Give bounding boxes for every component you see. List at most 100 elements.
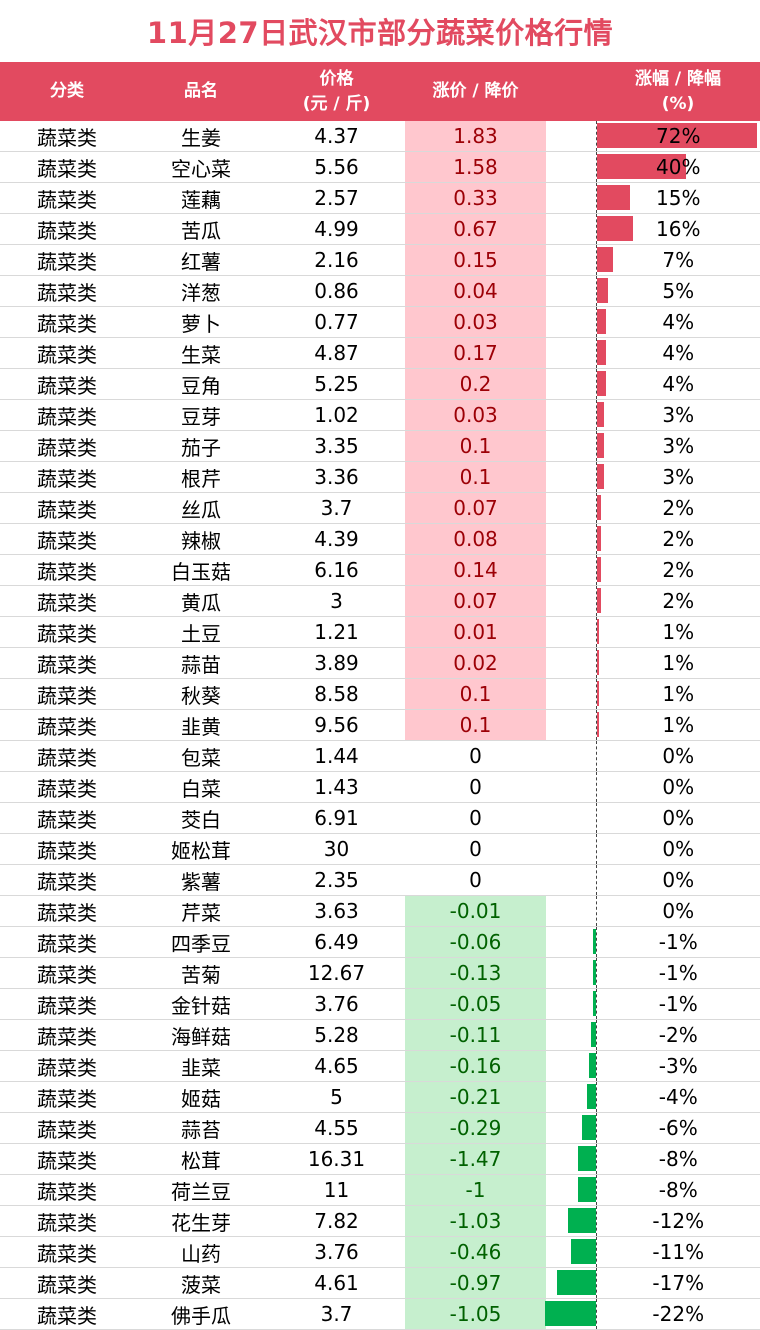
cell-category: 蔬菜类: [0, 585, 134, 617]
percent-bar: [577, 1177, 596, 1202]
cell-gap: [546, 430, 596, 462]
cell-change: -0.05: [405, 988, 546, 1020]
cell-category: 蔬菜类: [0, 647, 134, 679]
cell-name: 白菜: [134, 771, 268, 803]
cell-category: 蔬菜类: [0, 988, 134, 1020]
cell-category: 蔬菜类: [0, 182, 134, 214]
cell-change: 0.1: [405, 709, 546, 741]
cell-gap: [546, 399, 596, 431]
cell-percent: 3%: [595, 430, 760, 462]
cell-gap: [546, 151, 596, 183]
table-row: 蔬菜类 韭黄 9.56 0.1 1%: [0, 709, 760, 741]
cell-percent: 4%: [595, 337, 760, 369]
cell-percent: 1%: [595, 678, 760, 710]
table-row: 蔬菜类 丝瓜 3.7 0.07 2%: [0, 492, 760, 524]
cell-price: 2.57: [268, 182, 405, 214]
percent-label: 4%: [662, 372, 695, 396]
table-row: 蔬菜类 白菜 1.43 0 0%: [0, 771, 760, 803]
table-row: 蔬菜类 佛手瓜 3.7 -1.05 -22%: [0, 1298, 760, 1330]
cell-change: 0.33: [405, 182, 546, 214]
cell-name: 紫薯: [134, 864, 268, 896]
cell-gap: [546, 709, 596, 741]
cell-change: 0.02: [405, 647, 546, 679]
cell-name: 生姜: [134, 121, 268, 152]
percent-label: 0%: [662, 899, 695, 923]
page-title: 11月27日武汉市部分蔬菜价格行情: [146, 16, 614, 50]
cell-gap: [546, 275, 596, 307]
cell-percent: 0%: [595, 895, 760, 927]
percent-bar: [597, 619, 599, 644]
cell-name: 苦菊: [134, 957, 268, 989]
percent-label: 1%: [662, 682, 695, 706]
table-row: 蔬菜类 姬松茸 30 0 0%: [0, 833, 760, 865]
cell-name: 海鲜菇: [134, 1019, 268, 1051]
percent-bar: [577, 1146, 596, 1171]
percent-bar: [592, 991, 596, 1016]
table-row: 蔬菜类 花生芽 7.82 -1.03 -12%: [0, 1205, 760, 1237]
cell-price: 16.31: [268, 1143, 405, 1175]
cell-change: -0.46: [405, 1236, 546, 1268]
table-row: 蔬菜类 姬菇 5 -0.21 -4%: [0, 1081, 760, 1113]
cell-price: 3.76: [268, 988, 405, 1020]
cell-category: 蔬菜类: [0, 121, 134, 152]
table-row: 蔬菜类 根芹 3.36 0.1 3%: [0, 461, 760, 493]
table-row: 蔬菜类 海鲜菇 5.28 -0.11 -2%: [0, 1019, 760, 1051]
percent-label: 4%: [662, 310, 695, 334]
cell-percent: -6%: [595, 1112, 760, 1144]
cell-change: -0.16: [405, 1050, 546, 1082]
percent-bar: [597, 216, 633, 241]
table-row: 蔬菜类 菠菜 4.61 -0.97 -17%: [0, 1267, 760, 1299]
percent-bar: [597, 526, 601, 551]
cell-percent: 5%: [595, 275, 760, 307]
cell-category: 蔬菜类: [0, 430, 134, 462]
cell-price: 5.56: [268, 151, 405, 183]
cell-price: 30: [268, 833, 405, 865]
cell-name: 白玉菇: [134, 554, 268, 586]
cell-category: 蔬菜类: [0, 1236, 134, 1268]
cell-percent: 2%: [595, 523, 760, 555]
cell-change: 0.67: [405, 213, 546, 245]
cell-change: 0.17: [405, 337, 546, 369]
cell-percent: 3%: [595, 399, 760, 431]
cell-percent: 0%: [595, 771, 760, 803]
percent-label: -3%: [658, 1054, 698, 1078]
cell-percent: -11%: [595, 1236, 760, 1268]
cell-change: 0: [405, 833, 546, 865]
percent-label: 3%: [662, 403, 695, 427]
cell-category: 蔬菜类: [0, 740, 134, 772]
cell-category: 蔬菜类: [0, 554, 134, 586]
table-row: 蔬菜类 萝卜 0.77 0.03 4%: [0, 306, 760, 338]
cell-percent: 0%: [595, 864, 760, 896]
table-row: 蔬菜类 辣椒 4.39 0.08 2%: [0, 523, 760, 555]
table-row: 蔬菜类 苦菊 12.67 -0.13 -1%: [0, 957, 760, 989]
percent-bar: [597, 557, 601, 582]
cell-category: 蔬菜类: [0, 616, 134, 648]
cell-percent: 0%: [595, 802, 760, 834]
cell-percent: 1%: [595, 616, 760, 648]
cell-price: 1.02: [268, 399, 405, 431]
table-row: 蔬菜类 洋葱 0.86 0.04 5%: [0, 275, 760, 307]
percent-bar: [588, 1053, 596, 1078]
cell-gap: [544, 1298, 596, 1330]
percent-bar: [597, 371, 606, 396]
cell-change: -0.21: [405, 1081, 546, 1113]
cell-change: -0.29: [405, 1112, 546, 1144]
table-row: 蔬菜类 紫薯 2.35 0 0%: [0, 864, 760, 896]
percent-label: 3%: [662, 434, 695, 458]
cell-category: 蔬菜类: [0, 492, 134, 524]
cell-percent: 40%: [595, 151, 760, 183]
cell-gap: [546, 1174, 596, 1206]
cell-gap: [546, 1112, 596, 1144]
table-row: 蔬菜类 四季豆 6.49 -0.06 -1%: [0, 926, 760, 958]
cell-price: 1.43: [268, 771, 405, 803]
cell-price: 12.67: [268, 957, 405, 989]
cell-category: 蔬菜类: [0, 709, 134, 741]
cell-change: -1.05: [405, 1298, 546, 1330]
percent-label: 1%: [662, 651, 695, 675]
cell-change: 0.07: [405, 492, 546, 524]
cell-price: 3.7: [268, 1298, 405, 1330]
table-row: 蔬菜类 蒜苔 4.55 -0.29 -6%: [0, 1112, 760, 1144]
percent-label: -6%: [658, 1116, 698, 1140]
cell-price: 0.86: [268, 275, 405, 307]
cell-category: 蔬菜类: [0, 1112, 134, 1144]
